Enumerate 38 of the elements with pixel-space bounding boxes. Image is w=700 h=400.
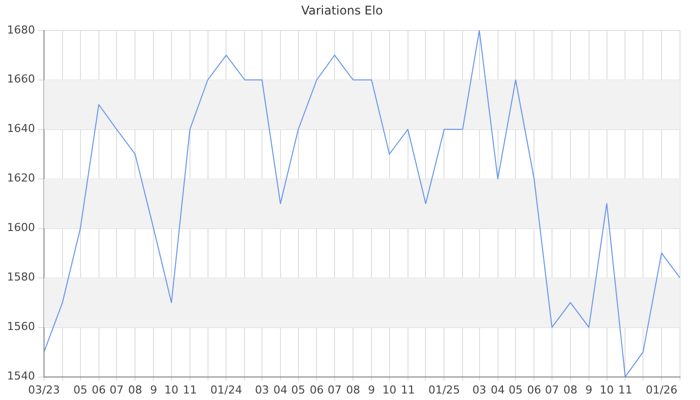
- x-tick-label: 01/25: [428, 383, 460, 396]
- x-tick-label: 11: [400, 383, 415, 396]
- x-tick-label: 07: [110, 383, 124, 396]
- x-tick-label: 06: [310, 383, 324, 396]
- x-tick-label: 08: [563, 383, 578, 396]
- x-tick-label: 05: [291, 383, 306, 396]
- x-tick-label: 05: [73, 383, 88, 396]
- x-tick-label: 10: [164, 383, 178, 396]
- y-tick-label: 1580: [6, 270, 35, 284]
- y-tick-label: 1600: [6, 221, 35, 234]
- x-tick-label: 11: [182, 383, 197, 396]
- x-tick-label: 06: [92, 383, 106, 396]
- x-tick-label: 07: [328, 383, 342, 396]
- x-tick-label: 10: [382, 383, 396, 396]
- y-tick-label: 1660: [6, 72, 35, 86]
- x-tick-label: 03: [472, 383, 486, 396]
- x-tick-label: 10: [600, 383, 614, 396]
- x-tick-label: 01/24: [210, 383, 242, 396]
- chart-title: Variations Elo: [301, 3, 383, 18]
- y-tick-label: 1560: [6, 320, 35, 334]
- x-tick-label: 9: [585, 383, 592, 396]
- x-tick-label: 11: [618, 383, 632, 396]
- x-tick-label: 9: [150, 383, 158, 396]
- x-tick-label: 01/26: [646, 383, 678, 396]
- x-tick-label: 04: [273, 383, 288, 396]
- x-tick-label: 08: [346, 383, 360, 396]
- x-tick-label: 08: [128, 383, 142, 396]
- x-tick-label: 04: [490, 383, 505, 396]
- x-tick-label: 03: [254, 383, 269, 396]
- x-tick-label: 07: [544, 383, 559, 396]
- x-tick-label: 9: [368, 383, 376, 396]
- y-tick-label: 1680: [6, 23, 35, 36]
- x-tick-label: 03/23: [28, 383, 60, 396]
- x-tick-label: 06: [527, 383, 542, 396]
- y-tick-label: 1540: [6, 370, 35, 383]
- y-tick-label: 1640: [6, 122, 35, 136]
- x-tick-label: 05: [508, 383, 523, 396]
- y-tick-label: 1620: [6, 172, 35, 185]
